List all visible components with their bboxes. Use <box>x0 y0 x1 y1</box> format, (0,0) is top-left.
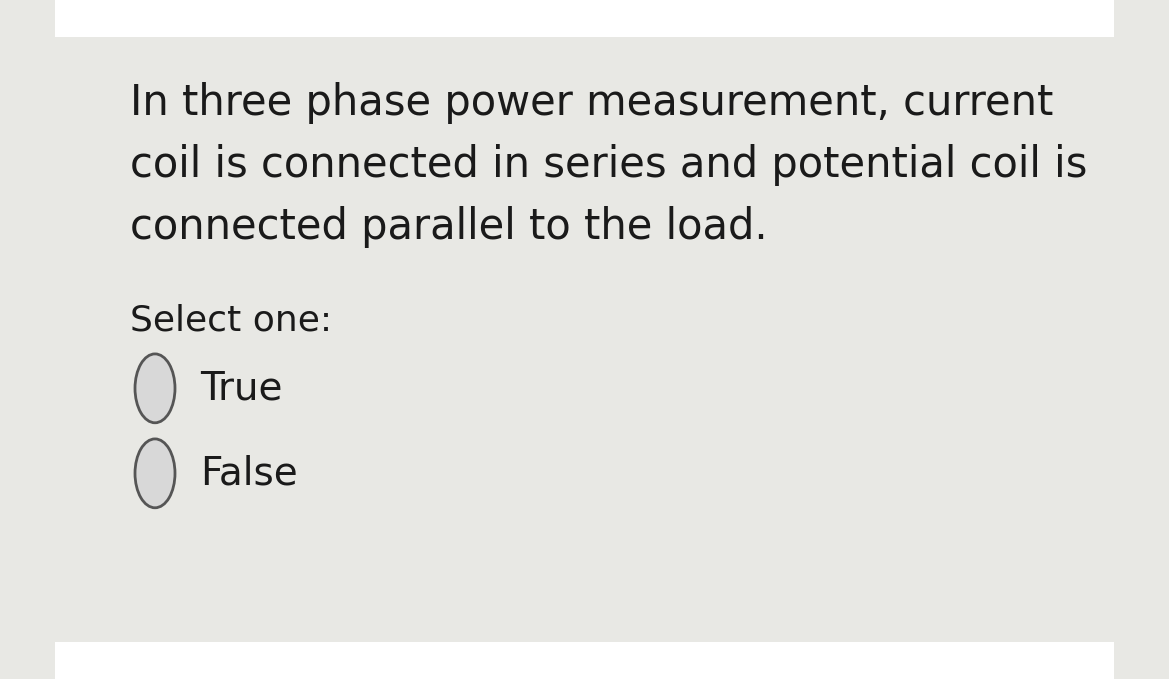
Bar <box>0 0 55 679</box>
Text: False: False <box>200 454 298 492</box>
Text: True: True <box>200 369 283 407</box>
Text: coil is connected in series and potential coil is: coil is connected in series and potentia… <box>130 145 1087 186</box>
Ellipse shape <box>134 354 175 423</box>
Text: In three phase power measurement, current: In three phase power measurement, curren… <box>130 82 1053 124</box>
Text: connected parallel to the load.: connected parallel to the load. <box>130 206 768 249</box>
Bar <box>0 642 1169 679</box>
Bar <box>1114 0 1169 679</box>
Ellipse shape <box>134 439 175 508</box>
Text: Select one:: Select one: <box>130 304 332 337</box>
Bar <box>0 0 1169 37</box>
